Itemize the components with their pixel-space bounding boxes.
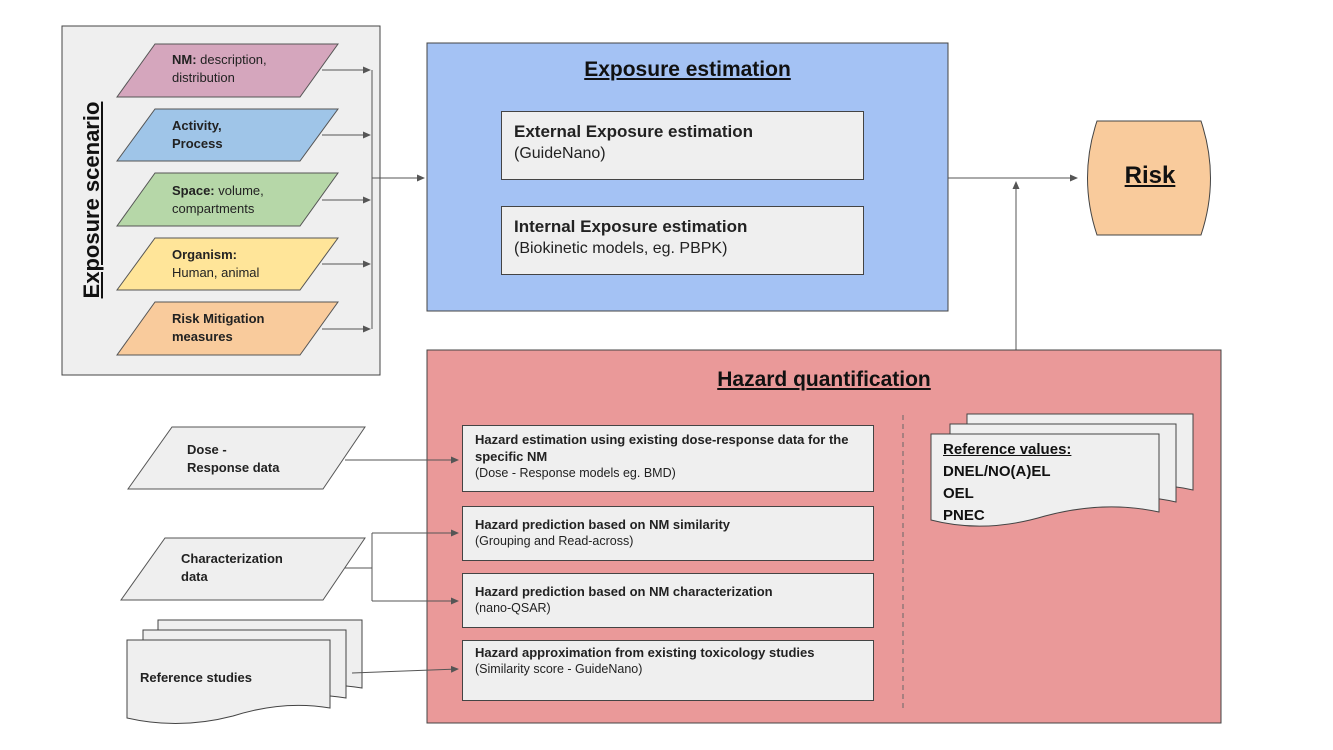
risk-label: Risk	[1124, 162, 1176, 189]
characterization-shape	[120, 537, 366, 601]
hazard-box-dose-response: Hazard estimation using existing dose-re…	[462, 425, 874, 492]
reference-studies-label: Reference studies	[140, 670, 252, 685]
scenario-item-nm: NM: description, distribution	[172, 52, 267, 85]
external-exposure-title: External Exposure estimation	[514, 122, 754, 141]
scenario-item-space: Space: volume, compartments	[172, 183, 264, 216]
reference-value-item: PNEC	[943, 507, 985, 524]
dose-response-shape	[127, 426, 366, 490]
external-exposure-box: External Exposure estimation (GuideNano)	[501, 111, 864, 180]
activity-process-shape	[116, 108, 339, 162]
reference-value-item: DNEL/NO(A)EL	[943, 463, 1051, 480]
reference-values-document	[930, 433, 1160, 527]
exposure-estimation-title: Exposure estimation	[584, 58, 791, 81]
scenario-item-activity: Activity, Process	[172, 118, 223, 151]
organism-shape	[116, 237, 339, 291]
reference-values: Reference values: DNEL/NO(A)EL OEL PNEC	[943, 439, 1153, 527]
scenario-item-risk-mitigation: Risk Mitigation measures	[172, 311, 265, 344]
reference-value-item: OEL	[943, 485, 974, 502]
hazard-box-similarity: Hazard prediction based on NM similarity…	[462, 506, 874, 561]
internal-exposure-sub: (Biokinetic models, eg. PBPK)	[514, 240, 728, 257]
reference-studies-document	[126, 639, 331, 725]
risk-shape	[1087, 120, 1211, 236]
external-exposure-sub: (GuideNano)	[514, 145, 606, 162]
dose-response-label: Dose - Response data	[187, 442, 280, 475]
hazard-title: Hazard quantification	[717, 368, 931, 391]
internal-exposure-title: Internal Exposure estimation	[514, 217, 748, 236]
nm-description-shape	[116, 43, 339, 98]
reference-values-heading: Reference values:	[943, 441, 1072, 458]
characterization-label: Characterization data	[181, 551, 283, 584]
hazard-box-toxicology: Hazard approximation from existing toxic…	[462, 640, 874, 701]
space-shape	[116, 172, 339, 227]
internal-exposure-box: Internal Exposure estimation (Biokinetic…	[501, 206, 864, 275]
risk-mitigation-shape	[116, 301, 339, 356]
scenario-item-organism: Organism: Human, animal	[172, 247, 260, 280]
hazard-box-characterization: Hazard prediction based on NM characteri…	[462, 573, 874, 628]
